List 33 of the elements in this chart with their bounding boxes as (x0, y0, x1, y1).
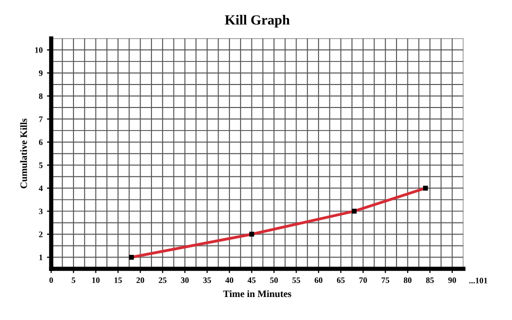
text: ...101 (469, 278, 488, 284)
x-tick-label: 65 (336, 277, 345, 283)
x-tick-label: 85 (426, 277, 434, 283)
chart-title: Kill Graph (224, 14, 290, 28)
x-tick-label: 55 (292, 277, 300, 283)
y-tick-label: 3 (39, 208, 43, 214)
x-tick-label: 50 (270, 277, 278, 283)
x-tick-label: 45 (248, 277, 256, 283)
x-tick-label: 15 (114, 277, 122, 283)
x-tick-label: 70 (359, 277, 367, 283)
y-tick-label: 10 (35, 47, 43, 53)
y-tick-label: 2 (39, 232, 43, 238)
x-tick-label: 5 (72, 277, 76, 283)
y-tick-label: 1 (39, 254, 42, 260)
x-tick-label: 60 (314, 277, 322, 283)
y-tick-label: 4 (38, 186, 43, 192)
y-tick-label: 8 (38, 93, 43, 99)
y-axis-title: Cumulative Kills (20, 118, 28, 188)
x-tick-label: 20 (136, 277, 144, 283)
x-tick-label: 90 (448, 277, 456, 283)
y-tick-label: 5 (39, 162, 43, 168)
y-tick-label: 6 (38, 139, 43, 146)
y-tick-label: 9 (38, 70, 43, 76)
x-tick-label: 10 (92, 277, 100, 283)
x-tick-label: 35 (203, 277, 212, 283)
x-tick-label: 0 (49, 277, 53, 283)
x-tick-label: 40 (225, 277, 234, 283)
x-tick-label: 30 (181, 277, 189, 283)
x-tick-label: 25 (158, 277, 166, 283)
x-axis-title: Time in Minutes (223, 290, 292, 298)
x-tick-label: 80 (404, 277, 412, 283)
y-tick-label: 7 (39, 116, 43, 122)
x-tick-label: 75 (382, 277, 390, 283)
